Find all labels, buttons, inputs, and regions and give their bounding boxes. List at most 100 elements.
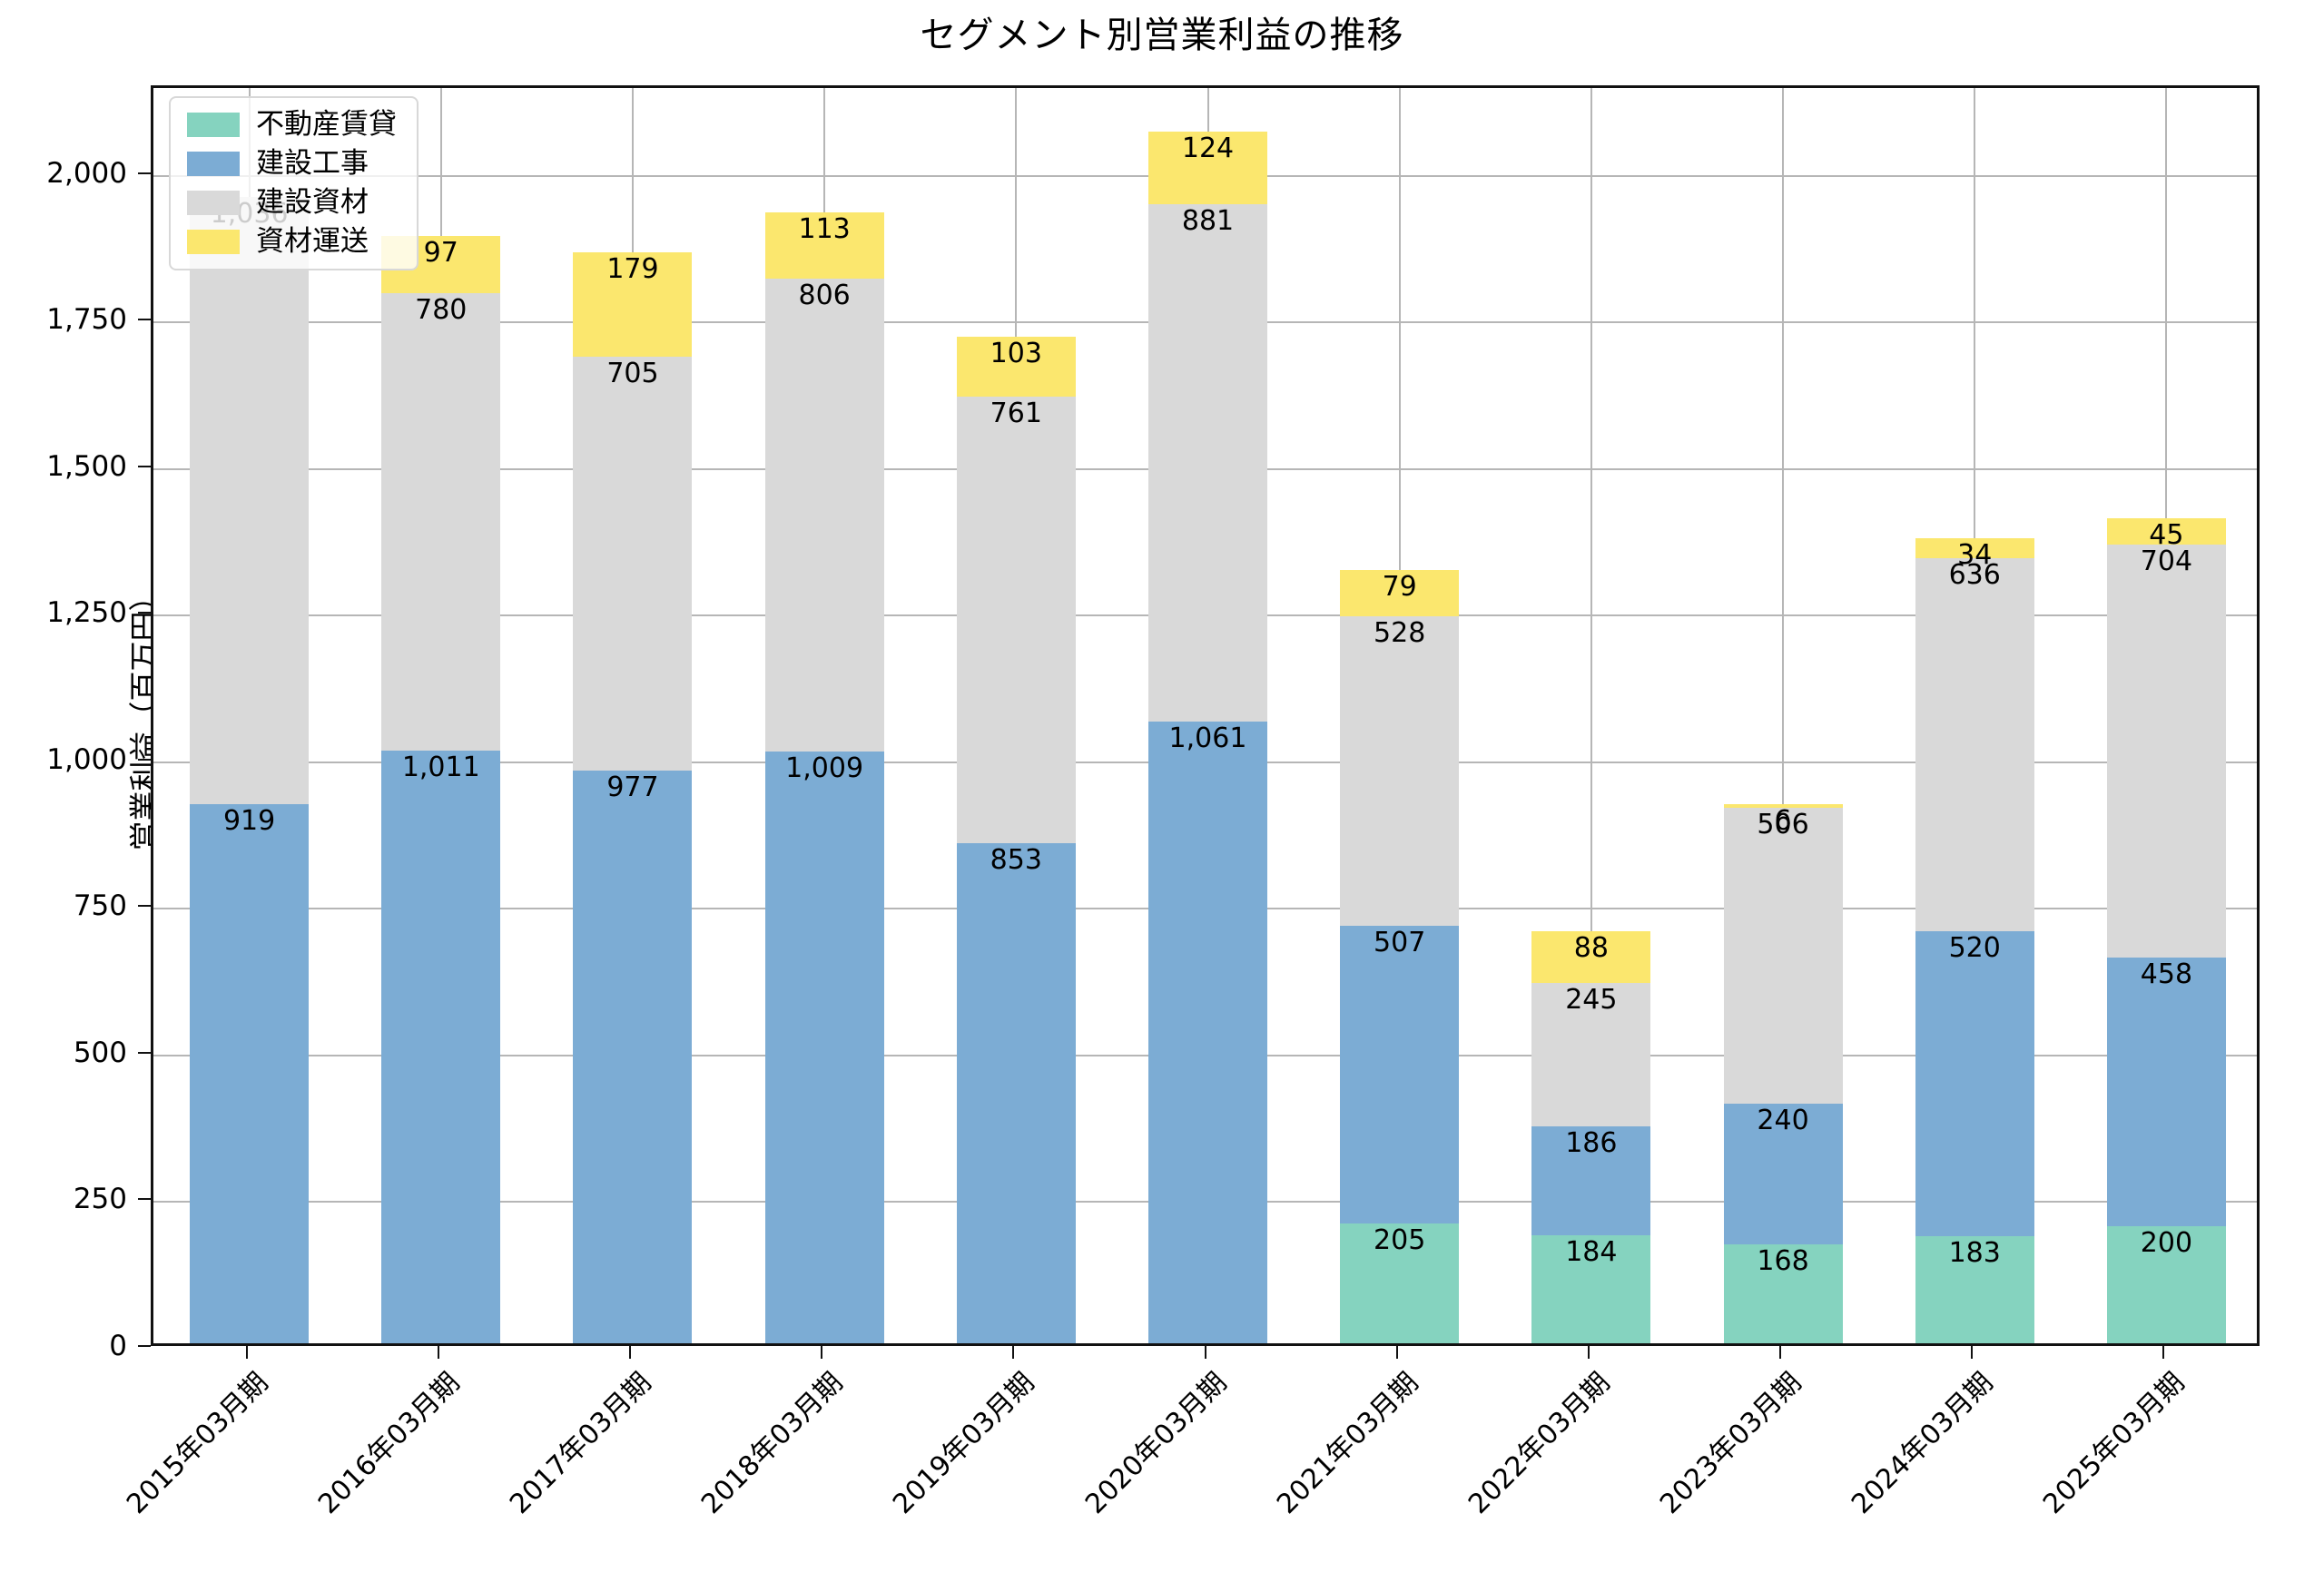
x-axis-tick-label: 2016年03月期 [311,1366,467,1521]
bar-segment[interactable] [1148,721,1267,1343]
bar-value-label: 506 [1757,808,1809,840]
grid-line-vertical [1782,88,1785,1343]
bar-column[interactable]: 183 520 636 34 [1915,83,2034,1343]
bar-value-label: 458 [2140,958,2193,990]
bar-segment[interactable] [1915,930,2034,1236]
bar-segment[interactable] [573,251,693,358]
x-axis-tick-label: 2017年03月期 [503,1366,658,1521]
y-axis-tick-label: 750 [73,889,127,923]
y-axis-tick-mark [138,1051,151,1054]
legend-item-label: 資材運送 [256,225,369,258]
bar-segment[interactable] [764,752,884,1343]
bar-value-label: 245 [1565,983,1618,1016]
bar-segment[interactable] [381,292,501,751]
y-axis-tick-label: 1,750 [46,303,127,337]
x-axis-tick-label: 2023年03月期 [1654,1366,1808,1521]
bar-segment[interactable] [1915,557,2034,931]
x-axis-tick-label: 2022年03月期 [1462,1366,1617,1521]
bar-value-label: 97 [423,237,458,270]
bar-segment[interactable] [190,197,310,805]
legend-item[interactable]: 資材運送 [187,228,397,256]
y-axis-tick-label: 1,000 [46,742,127,776]
bar-column[interactable]: 200 458 704 45 [2106,83,2226,1343]
bar-column[interactable]: 168 240 506 6 [1723,83,1843,1343]
legend-item[interactable]: 建設資材 [187,189,397,217]
bar-segment[interactable] [1531,1235,1651,1343]
bar-segment[interactable] [1531,1125,1651,1236]
bar-segment[interactable] [1531,930,1651,983]
y-axis-tick-mark [138,1345,151,1347]
bar-value-label: 200 [2140,1226,2193,1259]
bar-segment[interactable] [2106,1225,2226,1343]
bar-segment[interactable] [1915,1235,2034,1343]
bar-segment[interactable] [381,750,501,1343]
bar-value-label: 79 [1382,570,1417,603]
legend-item[interactable]: 不動産賃貸 [187,111,397,139]
bar-segment[interactable] [956,842,1076,1343]
bar-column[interactable]: 205 507 528 79 [1340,83,1460,1343]
bar-segment[interactable] [1915,538,2034,558]
chart-legend[interactable]: 不動産賃貸建設工事建設資材資材運送 [169,96,419,270]
x-axis-tick-mark [628,1346,631,1359]
bar-segment[interactable] [1531,982,1651,1126]
bar-segment[interactable] [1340,926,1460,1223]
bar-segment[interactable] [2106,957,2226,1226]
bar-value-label: 507 [1374,927,1426,959]
x-axis-tick-mark [1395,1346,1398,1359]
x-axis-tick-mark [2162,1346,2165,1359]
bar-segment[interactable] [1148,204,1267,722]
y-axis-tick-mark [138,1198,151,1201]
bar-segment[interactable] [1723,1104,1843,1245]
y-axis-tick-mark [138,612,151,614]
bar-segment[interactable] [2106,518,2226,545]
bar-segment[interactable] [1148,132,1267,205]
bar-column[interactable]: 1,011 780 97 [381,83,501,1343]
bar-segment[interactable] [956,336,1076,398]
bar-segment[interactable] [1723,807,1843,1105]
bar-segment[interactable] [2106,545,2226,958]
bar-value-label: 520 [1948,931,2001,964]
bar-segment[interactable] [1340,615,1460,927]
bar-value-label: 45 [2149,519,2184,552]
bar-segment[interactable] [764,212,884,280]
bar-value-label: 1,061 [1168,722,1247,754]
x-axis-tick-label: 2020年03月期 [1078,1366,1233,1521]
bar-column[interactable]: 184 186 245 88 [1531,83,1651,1343]
legend-swatch [187,152,240,176]
bar-segment[interactable] [1340,1223,1460,1343]
bar-segment[interactable] [956,397,1076,843]
legend-item-label: 不動産賃貸 [256,108,397,141]
x-axis-tick-mark [1779,1346,1782,1359]
x-axis-tick-label: 2018年03月期 [695,1366,850,1521]
bar-segment[interactable] [573,357,693,771]
bar-value-label: 780 [415,293,468,326]
bar-value-label: 113 [798,213,851,246]
bar-value-label: 1,011 [401,751,480,783]
bar-segment[interactable] [1340,569,1460,616]
bar-segment[interactable] [573,770,693,1343]
bar-value-label: 168 [1757,1245,1809,1278]
bar-value-label: 705 [606,358,659,390]
legend-item[interactable]: 建設工事 [187,150,397,178]
y-axis-tick-label: 0 [109,1330,127,1362]
bar-value-label: 186 [1565,1126,1618,1159]
y-axis-label-wrap: 営業利益（百万円） [16,85,162,1346]
chart-figure: セグメント別営業利益の推移 営業利益（百万円） 0 250 500 750 1,000 1… [16,15,2260,1520]
x-axis-tick-mark [821,1346,823,1359]
legend-swatch [187,230,240,254]
bar-column[interactable]: 853 761 103 [956,83,1076,1343]
bar-column[interactable]: 977 705 179 [573,83,693,1343]
bar-column[interactable]: 1,061 881 124 [1148,83,1267,1343]
bar-segment[interactable] [1723,1244,1843,1343]
bar-segment[interactable] [1723,803,1843,808]
y-axis-tick-label: 1,500 [46,449,127,483]
bar-value-label: 761 [990,398,1042,430]
y-axis-tick-mark [138,905,151,908]
bar-segment[interactable] [190,804,310,1343]
bar-column[interactable]: 1,009 806 113 [764,83,884,1343]
x-axis-tick-mark [245,1346,248,1359]
bar-value-label: 977 [606,771,659,803]
bar-segment[interactable] [764,279,884,752]
bar-value-label: 183 [1948,1236,2001,1269]
